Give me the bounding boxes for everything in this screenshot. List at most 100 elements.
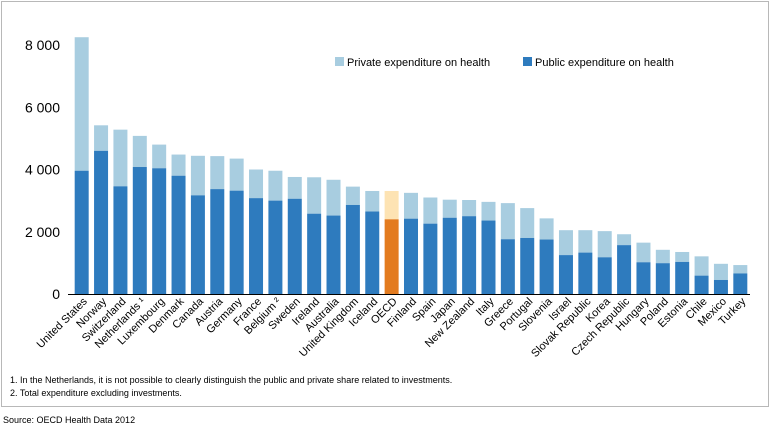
- bar-public-iceland: [365, 211, 380, 294]
- bar-group-france: [249, 169, 264, 294]
- bar-private-netherlands: [132, 135, 147, 168]
- bar-private-oecd: [384, 190, 399, 220]
- bar-private-finland: [404, 192, 418, 219]
- bar-private-austria: [210, 156, 225, 190]
- bar-public-slovak-republic: [578, 252, 593, 294]
- y-tick-label: 8 000: [25, 37, 60, 53]
- chart-frame: 0 2 000 4 000 6 000 8 000 United States Norwa…: [1, 1, 769, 407]
- bar-private-portugal: [520, 208, 535, 238]
- bar-group-italy: [481, 201, 496, 294]
- bar-group-norway: [94, 125, 109, 294]
- y-tick-label: 4 000: [25, 162, 60, 178]
- bar-private-japan: [442, 199, 457, 218]
- legend-label: Private expenditure on health: [347, 57, 490, 69]
- legend-swatch: [523, 57, 532, 66]
- bar-public-korea: [597, 257, 612, 294]
- bar-private-chile: [694, 256, 709, 276]
- bar-public-mexico: [713, 279, 728, 294]
- bar-public-austria: [210, 189, 225, 294]
- bar-private-poland: [655, 249, 670, 264]
- bar-public-germany: [229, 190, 244, 294]
- bar-private-switzerland: [113, 129, 128, 187]
- y-tick-label: 6 000: [25, 99, 60, 115]
- bar-private-spain: [423, 197, 438, 224]
- bar-public-denmark: [171, 175, 186, 294]
- bar-private-estonia: [675, 251, 690, 262]
- bar-public-spain: [423, 223, 438, 294]
- bar-private-iceland: [365, 190, 380, 212]
- bar-group-portugal: [520, 208, 535, 294]
- bar-private-slovenia: [539, 218, 554, 240]
- bar-public-united-states: [74, 170, 89, 294]
- bar-public-luxembourg: [152, 168, 167, 294]
- bar-group-israel: [558, 230, 573, 294]
- bar-group-japan: [442, 199, 457, 294]
- bar-public-portugal: [520, 237, 535, 294]
- bar-private-belgium: [268, 170, 283, 201]
- bar-group-finland: [404, 192, 418, 294]
- bar-public-turkey: [733, 273, 748, 294]
- bar-group-new-zealand: [462, 200, 477, 294]
- bar-private-united-kingdom: [345, 186, 360, 205]
- bar-private-hungary: [636, 242, 651, 263]
- bar-private-new-zealand: [462, 200, 477, 217]
- bar-private-luxembourg: [152, 144, 167, 169]
- bar-public-france: [249, 198, 264, 294]
- bar-group-germany: [229, 158, 244, 294]
- bar-private-slovak-republic: [578, 230, 593, 253]
- bars: [74, 37, 748, 294]
- bar-private-ireland: [307, 177, 322, 214]
- bar-private-israel: [558, 230, 573, 256]
- bar-public-oecd: [384, 219, 399, 294]
- bar-group-korea: [597, 231, 612, 294]
- bar-group-oecd: [384, 190, 399, 294]
- bar-group-czech-republic: [617, 234, 632, 294]
- bar-private-france: [249, 169, 264, 199]
- legend: Private expenditure on health Public expe…: [335, 57, 674, 69]
- bar-private-australia: [326, 179, 341, 216]
- bar-public-estonia: [675, 261, 690, 294]
- bar-private-germany: [229, 158, 244, 191]
- y-axis: 0 2 000 4 000 6 000 8 000: [25, 37, 60, 302]
- bar-group-turkey: [733, 265, 748, 294]
- bar-public-chile: [694, 275, 709, 294]
- bar-public-switzerland: [113, 186, 128, 294]
- bar-private-sweden: [287, 176, 302, 199]
- chart: 0 2 000 4 000 6 000 8 000 United StatesNorwa…: [25, 37, 750, 360]
- bar-public-israel: [558, 255, 573, 294]
- bar-public-czech-republic: [617, 245, 632, 294]
- bar-public-hungary: [636, 262, 651, 294]
- bar-group-slovenia: [539, 218, 554, 294]
- bar-group-sweden: [287, 176, 302, 294]
- bar-group-united-states: [74, 37, 89, 294]
- bar-private-denmark: [171, 154, 186, 176]
- source-text: Source: OECD Health Data 2012: [3, 415, 136, 425]
- legend-swatch: [335, 57, 344, 66]
- bar-group-mexico: [713, 263, 728, 294]
- bar-public-norway: [94, 150, 109, 294]
- bar-public-finland: [404, 218, 418, 294]
- bar-public-canada: [190, 195, 205, 294]
- bar-group-estonia: [675, 251, 690, 294]
- bar-private-norway: [94, 125, 109, 151]
- bar-private-turkey: [733, 265, 748, 274]
- bar-public-netherlands: [132, 167, 147, 294]
- bar-group-australia: [326, 179, 341, 294]
- bar-group-austria: [210, 156, 225, 294]
- bar-group-spain: [423, 197, 438, 294]
- bar-group-luxembourg: [152, 144, 167, 294]
- bar-group-canada: [190, 155, 205, 294]
- bar-group-poland: [655, 249, 670, 294]
- bar-private-mexico: [713, 263, 728, 280]
- footnote-1: 1. In the Netherlands, it is not possibl…: [10, 375, 453, 385]
- bar-group-switzerland: [113, 129, 128, 294]
- bar-group-iceland: [365, 190, 380, 294]
- bar-group-belgium: [268, 170, 283, 294]
- bar-group-greece: [500, 203, 515, 294]
- bar-public-united-kingdom: [345, 204, 360, 294]
- bar-public-italy: [481, 220, 496, 294]
- bar-public-new-zealand: [462, 216, 477, 294]
- bar-group-slovak-republic: [578, 230, 593, 294]
- y-tick-label: 0: [52, 286, 60, 302]
- bar-private-united-states: [74, 37, 89, 171]
